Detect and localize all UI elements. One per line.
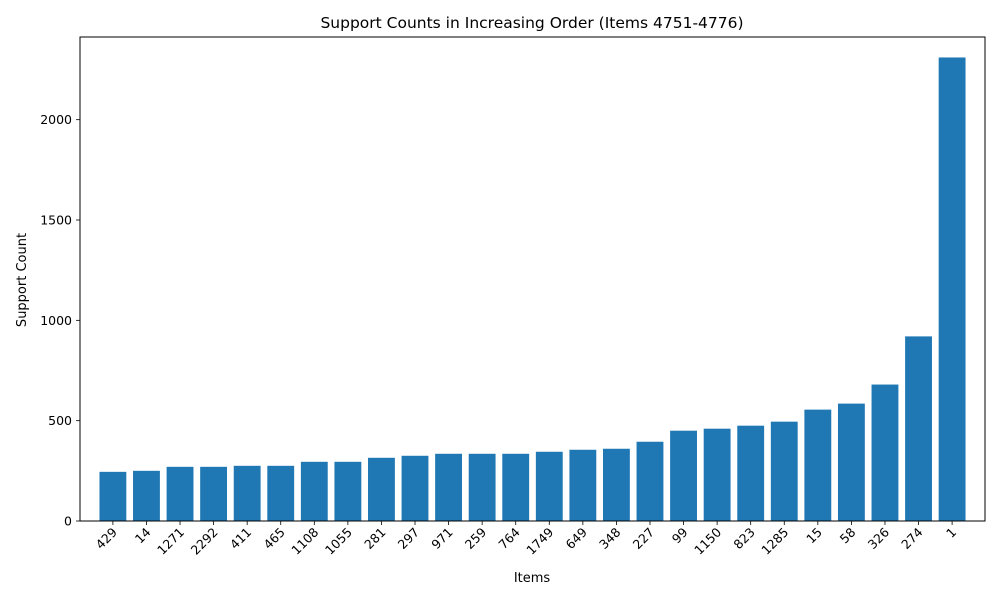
x-tick-label: 274 [898, 524, 926, 552]
x-tick-label: 1108 [288, 524, 321, 557]
bars-layer [99, 57, 966, 521]
bar-1 [938, 57, 966, 521]
x-tick-label: 14 [132, 524, 154, 546]
bar-2292 [200, 466, 228, 521]
bar-227 [636, 441, 664, 521]
x-tick-label: 649 [562, 524, 590, 552]
x-tick-label: 15 [803, 525, 825, 547]
bar-281 [368, 457, 395, 521]
x-axis-title: Items [514, 571, 551, 586]
x-tick-label: 465 [260, 525, 287, 552]
x-tick-label: 411 [227, 525, 254, 552]
x-tick-label: 326 [865, 524, 893, 552]
y-tick-label: 1000 [40, 313, 72, 328]
bar-326 [871, 384, 899, 521]
bar-58 [837, 403, 865, 521]
x-tick-label: 1055 [322, 525, 355, 558]
x-tick-label: 58 [837, 524, 859, 546]
x-axis: 429 14 1271 2292 411 465 1108 1055 281 297 971 259 7… [93, 521, 959, 558]
bar-1055 [334, 461, 362, 521]
bar-99 [670, 430, 697, 521]
x-tick-label: 1271 [154, 525, 187, 558]
x-tick-label: 1749 [523, 524, 556, 557]
x-tick-label: 429 [93, 524, 121, 552]
bar-15 [804, 409, 832, 521]
bar-1150 [703, 428, 731, 521]
bar-274 [905, 336, 932, 521]
plot-frame [79, 36, 986, 522]
bar-1271 [166, 466, 194, 521]
x-tick-label: 99 [669, 524, 691, 546]
x-tick-label: 823 [730, 525, 757, 552]
bar-465 [267, 465, 295, 521]
bar-297 [401, 455, 429, 521]
bar-429 [99, 471, 127, 521]
bar-411 [233, 465, 261, 521]
y-axis: 0 500 1000 1500 2000 [40, 112, 80, 529]
y-tick-label: 1500 [40, 213, 72, 228]
x-tick-label: 1150 [691, 524, 724, 557]
bar-348 [602, 448, 630, 521]
chart-title: Support Counts in Increasing Order (Item… [320, 14, 743, 32]
bar-971 [435, 453, 462, 521]
bar-14 [133, 470, 160, 521]
x-tick-label: 2292 [188, 525, 221, 558]
bar-823 [737, 425, 765, 521]
y-tick-label: 0 [64, 514, 72, 529]
x-tick-label: 281 [361, 525, 388, 552]
x-tick-label: 971 [428, 525, 455, 552]
y-axis-title: Support Count [15, 233, 30, 327]
x-tick-label: 227 [630, 525, 657, 552]
x-tick-label: 764 [495, 524, 523, 552]
bar-764 [502, 453, 530, 521]
bar-1749 [535, 451, 563, 521]
x-tick-label: 297 [395, 525, 422, 552]
bar-259 [468, 453, 496, 521]
y-tick-label: 500 [48, 413, 72, 428]
x-tick-label: 259 [462, 524, 490, 552]
bar-1108 [300, 461, 328, 521]
y-tick-label: 2000 [40, 112, 72, 127]
bar-649 [569, 449, 597, 521]
x-tick-label: 348 [596, 524, 624, 552]
bar-1285 [770, 421, 798, 521]
x-tick-label: 1 [943, 525, 959, 541]
x-tick-label: 1285 [758, 525, 791, 558]
